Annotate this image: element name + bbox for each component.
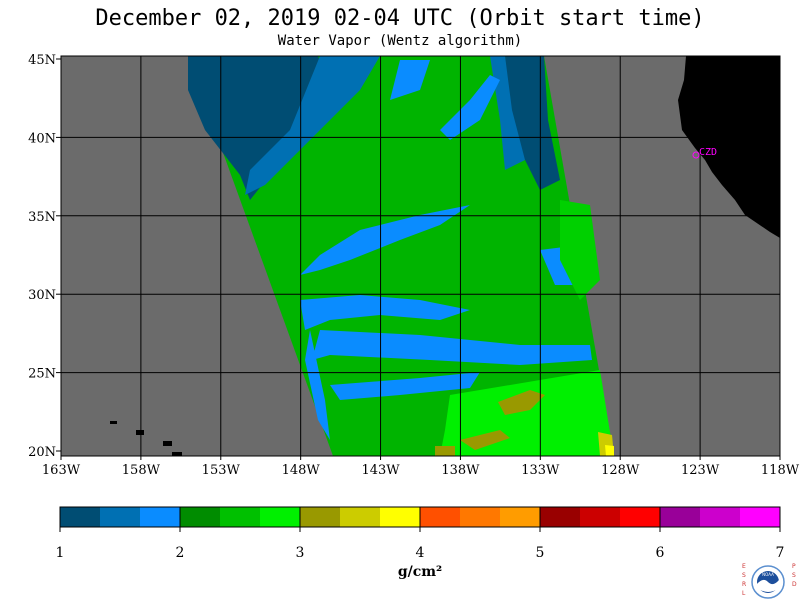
hawaii-island-4 [172,452,182,456]
lat-label: 45N [28,53,56,68]
hawaii-island-3 [163,441,172,446]
swath-region-band-7 [300,295,470,330]
swath-region-olive-3 [435,446,455,456]
lat-label: 40N [28,131,56,146]
lon-label: 133W [521,463,560,478]
colorbar-swatch [460,507,501,527]
swath-region-band-8 [312,330,592,365]
swath-region-band-5 [300,205,470,275]
latitude-labels: 45N 40N 35N 30N 25N 20N [28,53,61,460]
lat-label: 25N [28,367,56,382]
colorbar-swatch [260,507,301,527]
lon-label: 148W [282,463,321,478]
lon-label: 118W [761,463,800,478]
lon-label: 158W [122,463,161,478]
colorbar-swatch [660,507,701,527]
map-frame [60,55,781,457]
swath-region-olive-1 [498,390,545,415]
chart-subtitle: Water Vapor (Wentz algorithm) [277,33,523,49]
colorbar-tick-label: 4 [416,545,425,561]
colorbar-swatch [740,507,781,527]
swath-region-olive-2 [460,430,510,450]
map-grid [61,56,780,456]
colorbar-tick-label: 2 [176,545,185,561]
colorbar-swatch [580,507,621,527]
swath-region-band-10 [305,330,330,440]
logo-center-text: NOAA [762,572,774,577]
colorbar-swatch [420,507,461,527]
colorbar-swatch [540,507,581,527]
colorbar-tick-label: 6 [656,545,665,561]
swath-region-band-2 [490,56,525,170]
station-marker [692,151,700,159]
colorbar-swatch [60,507,101,527]
lon-label: 163W [42,463,81,478]
north-america-land [678,56,780,238]
colorbar-unit: g/cm² [397,564,443,580]
station-label: CZD [699,147,717,158]
lon-label: 128W [601,463,640,478]
colorbar-tick-label: 7 [776,545,785,561]
swath-region-band-4 [440,75,500,140]
lat-label: 20N [28,445,56,460]
swath-region-yellow-2 [605,445,614,456]
colorbar-tick-label: 5 [536,545,545,561]
chart-title: December 02, 2019 02-04 UTC (Orbit start… [95,6,705,31]
colorbar-swatch [300,507,341,527]
colorbar-swatch [500,507,541,527]
colorbar-swatch [620,507,661,527]
hawaii-island-1 [110,421,117,424]
lon-label: 138W [441,463,480,478]
lon-label: 123W [681,463,720,478]
swath-region-band-9 [330,372,480,400]
colorbar-tick-label: 1 [56,545,65,561]
colorbar-swatch [140,507,181,527]
swath-region-band-1 [245,56,380,195]
longitude-labels: 163W 158W 153W 148W 143W 138W 133W 128W 123W 118W [42,456,800,478]
hawaii-island-2 [136,430,144,435]
colorbar-swatch [180,507,221,527]
lat-label: 30N [28,288,56,303]
colorbar-tick-label: 3 [296,545,305,561]
swath-region-high-vapor-2 [560,200,600,300]
lon-label: 153W [202,463,241,478]
swath-region-low-vapor-east [505,56,560,190]
colorbar-swatch [220,507,261,527]
colorbar-swatch [380,507,421,527]
colorbar-swatch [700,507,741,527]
lat-label: 35N [28,210,56,225]
colorbar-ticks: 1 2 3 4 5 6 7 [56,507,785,561]
swath-region-low-vapor [188,56,333,200]
colorbar-swatch [100,507,141,527]
lon-label: 143W [361,463,400,478]
colorbar [60,507,781,527]
swath-region-band-3 [390,60,430,100]
colorbar-swatch [340,507,381,527]
